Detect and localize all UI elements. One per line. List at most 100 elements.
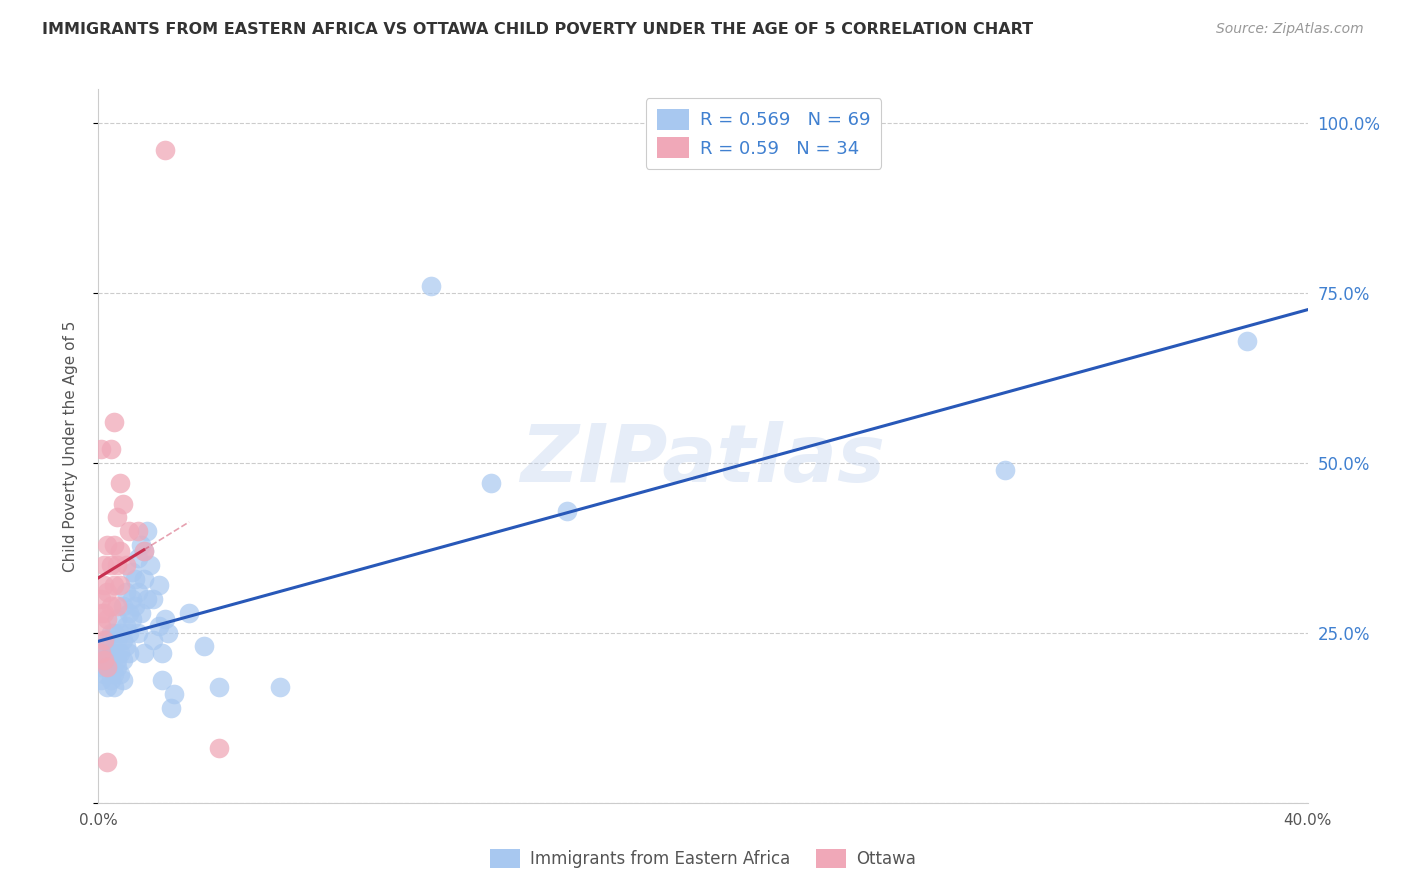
Point <box>105 632 128 647</box>
Point <box>132 572 155 586</box>
Point <box>111 497 134 511</box>
Point <box>108 544 131 558</box>
Point <box>103 415 125 429</box>
Point <box>142 632 165 647</box>
Point <box>127 585 149 599</box>
Point <box>114 585 136 599</box>
Point <box>132 544 155 558</box>
Point <box>1236 334 1258 348</box>
Point <box>103 666 125 681</box>
Point <box>105 660 128 674</box>
Point <box>93 640 115 654</box>
Point <box>105 558 128 572</box>
Point <box>96 660 118 674</box>
Point <box>93 666 115 681</box>
Point <box>121 612 143 626</box>
Point <box>193 640 215 654</box>
Point <box>103 626 125 640</box>
Text: Source: ZipAtlas.com: Source: ZipAtlas.com <box>1216 22 1364 37</box>
Point <box>208 741 231 756</box>
Point <box>108 646 131 660</box>
Point <box>103 646 125 660</box>
Point <box>121 565 143 579</box>
Point <box>118 606 141 620</box>
Point <box>132 646 155 660</box>
Point <box>179 606 201 620</box>
Point <box>100 442 122 457</box>
Point <box>132 544 155 558</box>
Point <box>111 673 134 688</box>
Legend: R = 0.569   N = 69, R = 0.59   N = 34: R = 0.569 N = 69, R = 0.59 N = 34 <box>645 98 882 169</box>
Point <box>129 606 152 620</box>
Point <box>90 673 112 688</box>
Point <box>111 632 134 647</box>
Point <box>121 591 143 606</box>
Point <box>103 537 125 551</box>
Point <box>111 653 134 667</box>
Point <box>90 619 112 633</box>
Point <box>105 510 128 524</box>
Point <box>93 653 115 667</box>
Point <box>90 442 112 457</box>
Point <box>90 606 112 620</box>
Point <box>124 599 146 613</box>
Point <box>153 144 176 158</box>
Point <box>135 524 157 538</box>
Point <box>269 680 291 694</box>
Point <box>96 632 118 647</box>
Point <box>420 279 443 293</box>
Point <box>994 463 1017 477</box>
Point <box>150 646 173 660</box>
Point <box>163 687 186 701</box>
Point <box>96 680 118 694</box>
Point <box>100 626 122 640</box>
Point <box>105 612 128 626</box>
Point <box>90 660 112 674</box>
Point <box>114 558 136 572</box>
Y-axis label: Child Poverty Under the Age of 5: Child Poverty Under the Age of 5 <box>63 320 77 572</box>
Point <box>100 599 122 613</box>
Point <box>93 653 115 667</box>
Point <box>111 599 134 613</box>
Point <box>93 558 115 572</box>
Point <box>90 591 112 606</box>
Point <box>100 660 122 674</box>
Point <box>103 680 125 694</box>
Point <box>114 640 136 654</box>
Point <box>100 673 122 688</box>
Point <box>90 646 112 660</box>
Point <box>96 755 118 769</box>
Point <box>114 619 136 633</box>
Point <box>124 572 146 586</box>
Point <box>96 646 118 660</box>
Point <box>148 619 170 633</box>
Point <box>142 591 165 606</box>
Point <box>148 578 170 592</box>
Point <box>208 680 231 694</box>
Point <box>105 653 128 667</box>
Point <box>481 476 503 491</box>
Point <box>127 626 149 640</box>
Point <box>127 551 149 566</box>
Legend: Immigrants from Eastern Africa, Ottawa: Immigrants from Eastern Africa, Ottawa <box>484 842 922 875</box>
Point <box>108 626 131 640</box>
Point <box>93 632 115 647</box>
Point <box>100 646 122 660</box>
Point <box>135 591 157 606</box>
Point <box>108 578 131 592</box>
Point <box>139 558 162 572</box>
Point <box>555 503 578 517</box>
Point <box>160 700 183 714</box>
Point <box>129 537 152 551</box>
Point <box>118 646 141 660</box>
Point <box>100 558 122 572</box>
Point <box>96 660 118 674</box>
Point <box>105 599 128 613</box>
Point <box>118 626 141 640</box>
Point <box>156 626 179 640</box>
Point <box>96 537 118 551</box>
Point <box>93 578 115 592</box>
Text: IMMIGRANTS FROM EASTERN AFRICA VS OTTAWA CHILD POVERTY UNDER THE AGE OF 5 CORREL: IMMIGRANTS FROM EASTERN AFRICA VS OTTAWA… <box>42 22 1033 37</box>
Point <box>96 612 118 626</box>
Point <box>108 476 131 491</box>
